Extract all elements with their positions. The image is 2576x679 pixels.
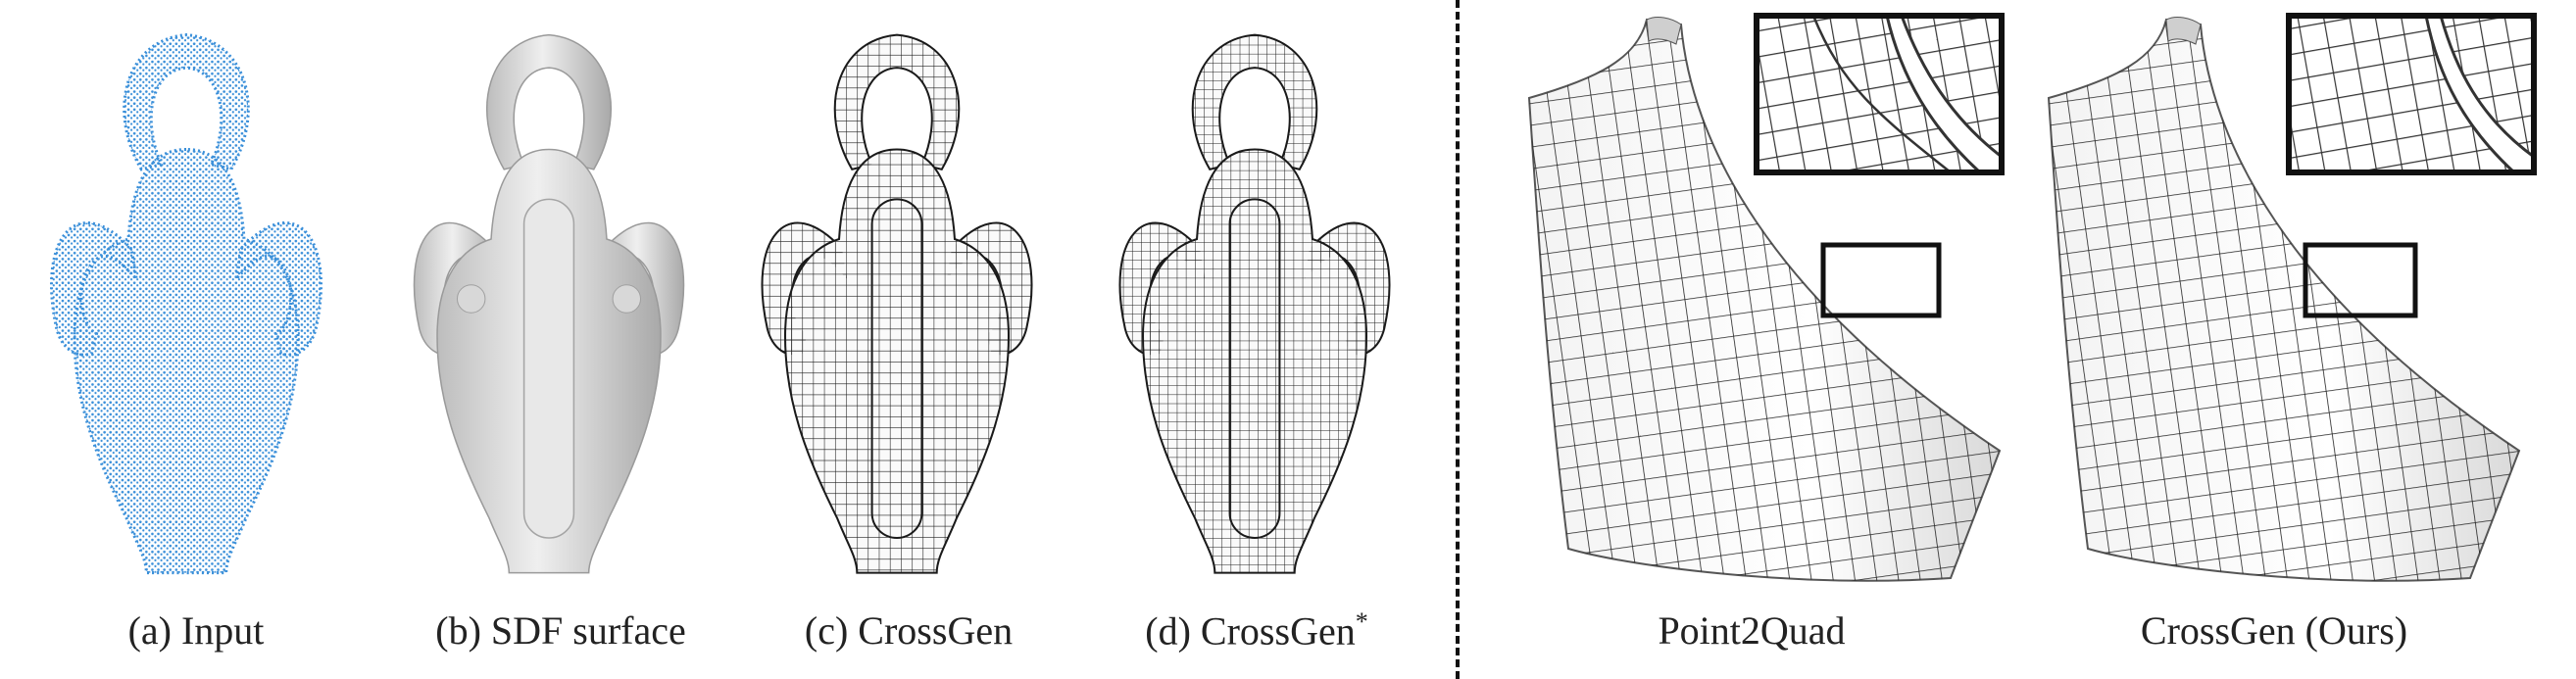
caption-crossgen: (c) CrossGen — [804, 608, 1014, 653]
point2quad-figure — [1490, 0, 2019, 598]
sdf-surface-figure — [382, 0, 716, 598]
input-point-cloud-figure — [20, 0, 353, 598]
crossgen-zoom-region — [2303, 242, 2418, 318]
sdf-surface-vase — [413, 33, 685, 574]
crossgen-zoom-inset — [2286, 13, 2537, 175]
caption-crossgen-star-text: (d) CrossGen — [1145, 608, 1356, 654]
crossgen-star-mesh-figure — [1088, 0, 1421, 598]
crossgen-ours-sheet — [2047, 13, 2537, 582]
crossgen-ours-figure — [2009, 0, 2558, 598]
caption-crossgen-star-superscript: * — [1355, 607, 1368, 636]
crossgen-mesh-figure — [730, 0, 1064, 598]
crossgen-star-quad-vase — [1118, 33, 1391, 574]
caption-crossgen-ours: CrossGen (Ours) — [2140, 608, 2408, 653]
caption-crossgen-star: (d) CrossGen* — [1145, 607, 1367, 654]
point2quad-zoom-region — [1820, 242, 1942, 318]
point2quad-sheet — [1527, 13, 2005, 582]
point-cloud-vase — [49, 33, 323, 575]
point2quad-zoom-inset — [1754, 13, 2005, 175]
caption-input: (a) Input — [127, 608, 265, 653]
crossgen-quad-vase — [761, 33, 1033, 574]
panel-divider — [1456, 0, 1460, 679]
caption-point2quad: Point2Quad — [1658, 608, 1846, 653]
caption-sdf: (b) SDF surface — [435, 608, 686, 653]
